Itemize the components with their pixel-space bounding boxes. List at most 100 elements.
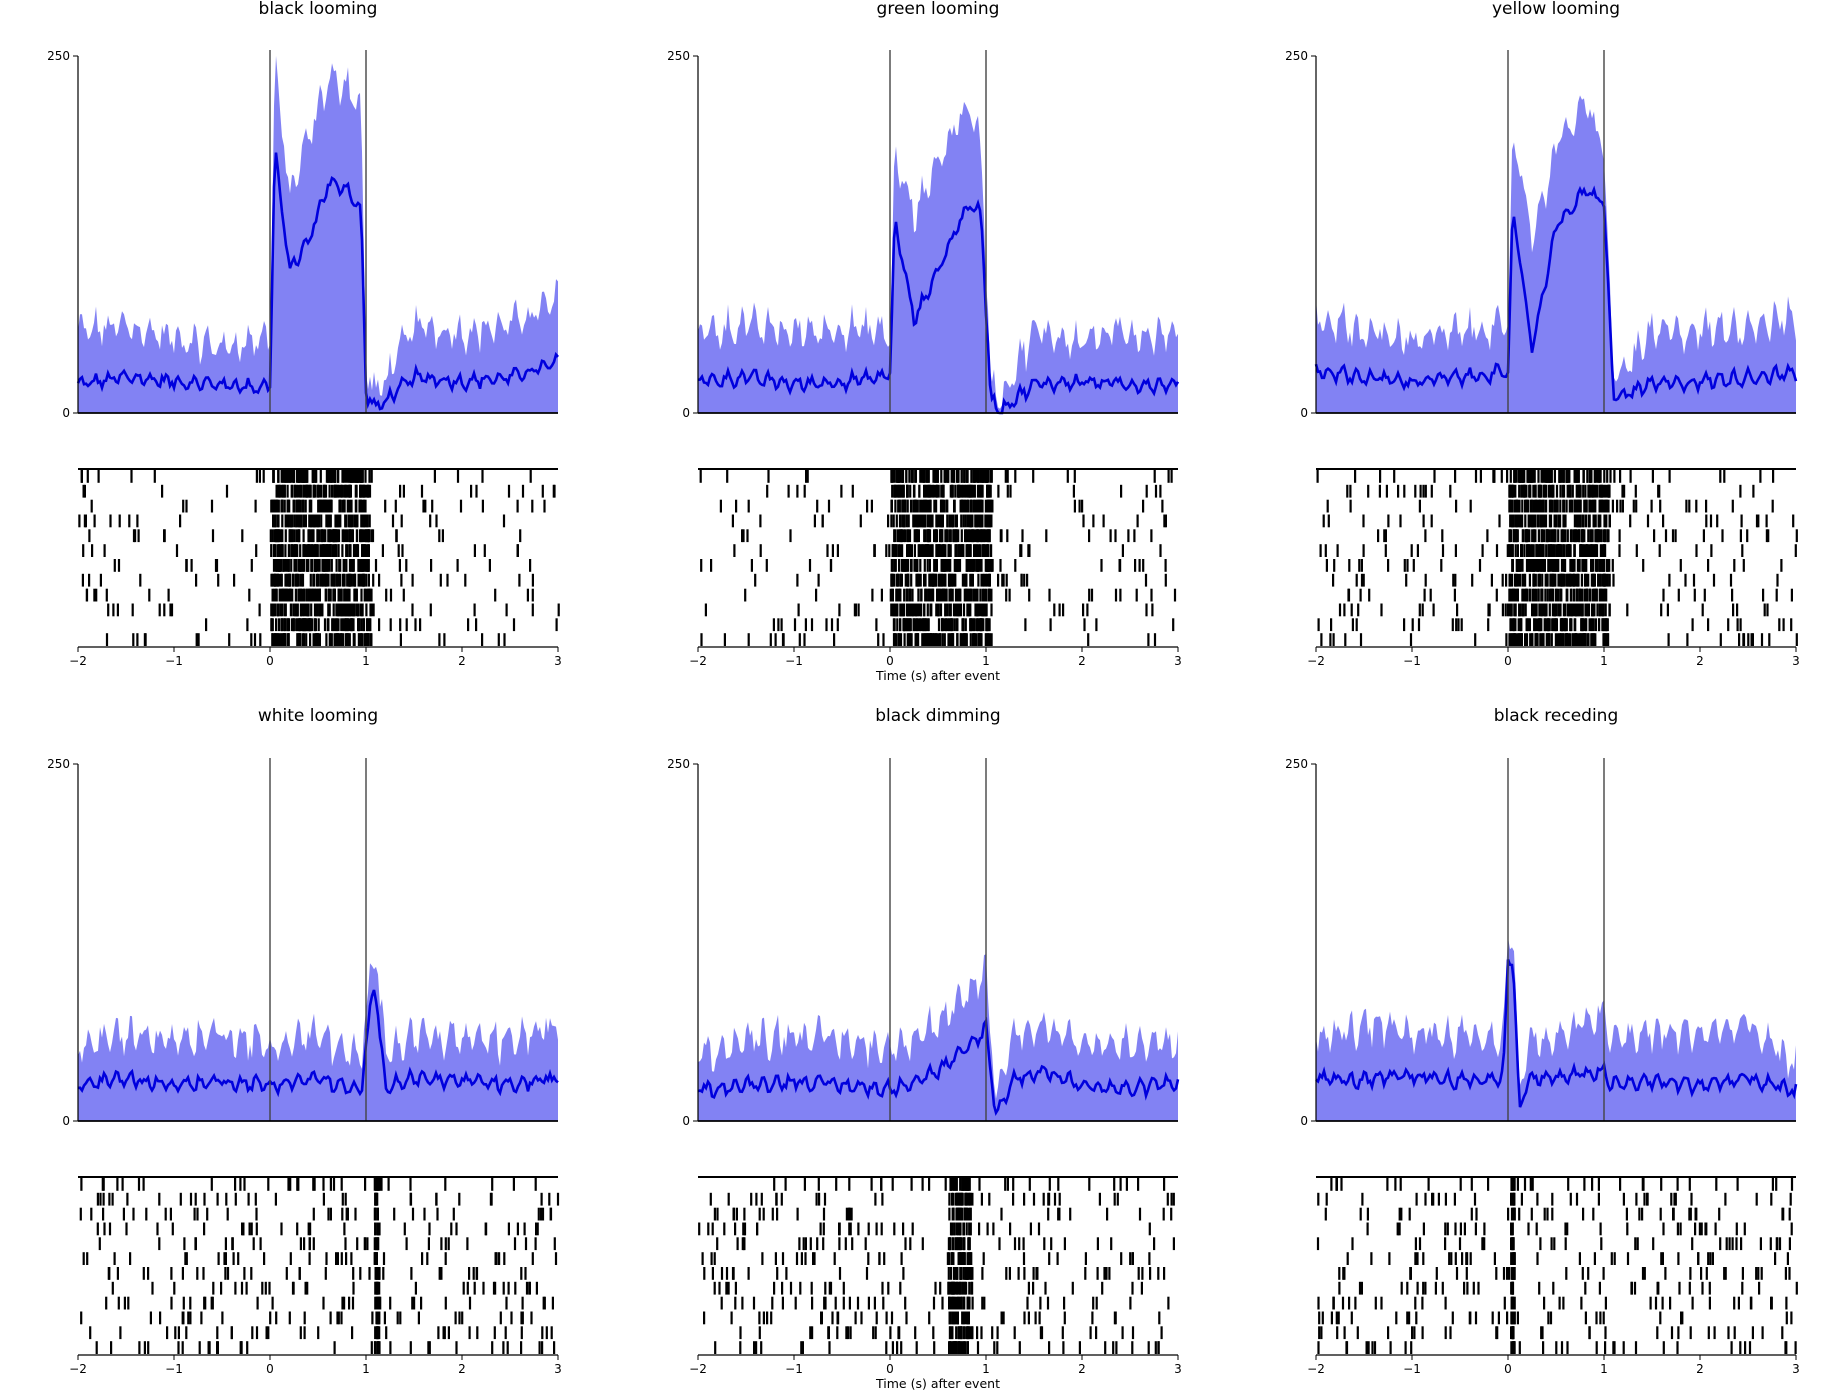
raster-spike — [1095, 618, 1098, 632]
raster-spike — [1718, 1207, 1721, 1221]
raster-spike — [1524, 529, 1527, 543]
raster-spike — [1333, 559, 1336, 572]
raster-spike — [898, 514, 902, 528]
raster-spike — [973, 470, 976, 483]
raster-spike — [1511, 1222, 1514, 1236]
raster-spike — [821, 514, 824, 528]
raster-spike — [1541, 499, 1544, 513]
raster-spike — [361, 544, 364, 557]
raster-spike — [1172, 1237, 1175, 1251]
raster-spike — [976, 1341, 980, 1354]
raster-spike — [780, 618, 783, 632]
raster-spike — [357, 603, 360, 617]
raster-spike — [1539, 603, 1542, 617]
raster-spike — [921, 633, 924, 646]
raster-spike — [1057, 1178, 1060, 1191]
raster-spike — [829, 1281, 833, 1295]
raster-spike — [1511, 1237, 1514, 1251]
raster-spike — [1114, 529, 1117, 543]
raster-spike — [1555, 544, 1558, 557]
raster-spike — [1014, 559, 1017, 572]
raster-spike — [305, 618, 308, 632]
raster-spike — [1662, 588, 1665, 602]
raster-spike — [902, 603, 905, 617]
raster-spike — [774, 1252, 777, 1265]
raster-spike — [1581, 588, 1584, 602]
raster-spike — [373, 1178, 376, 1191]
raster-spike — [329, 544, 332, 557]
raster-spike — [1771, 499, 1774, 513]
raster-spike — [1677, 588, 1680, 602]
raster-spike — [1757, 1267, 1760, 1280]
raster-spike — [1090, 588, 1094, 602]
raster-spike — [934, 529, 937, 543]
raster-spike — [1693, 588, 1696, 602]
raster-spike — [1418, 603, 1421, 617]
raster-spike — [1095, 1296, 1098, 1310]
raster-spike — [195, 573, 198, 587]
raster-spike — [885, 544, 888, 557]
raster-spike — [766, 484, 769, 498]
x-tick-label: 1 — [982, 1362, 990, 1376]
raster-spike — [1701, 603, 1704, 617]
raster-spike — [324, 544, 328, 557]
raster-spike — [1565, 544, 1568, 557]
raster-spike — [316, 529, 319, 543]
raster-spike — [1514, 603, 1517, 617]
raster-spike — [720, 1296, 723, 1310]
raster-spike — [857, 603, 860, 617]
raster-spike — [348, 618, 351, 632]
raster-spike — [272, 470, 275, 483]
raster-spike — [928, 559, 931, 572]
raster-spike — [1594, 529, 1598, 543]
raster-spike — [941, 618, 944, 632]
raster-spike — [971, 484, 974, 498]
raster-spike — [378, 1326, 381, 1340]
raster-spike — [1448, 1252, 1451, 1265]
raster-spike — [456, 470, 460, 483]
raster-spike — [890, 470, 893, 483]
raster-spike — [370, 470, 373, 483]
y-tick-label: 250 — [1285, 757, 1308, 771]
raster-spike — [360, 514, 363, 528]
raster-spike — [948, 1281, 951, 1295]
raster-spike — [1578, 603, 1581, 617]
raster-spike — [867, 1222, 870, 1236]
raster-spike — [1588, 514, 1591, 528]
raster-spike — [1105, 1267, 1108, 1280]
raster-spike — [247, 1192, 250, 1206]
raster-spike — [316, 559, 319, 572]
raster-spike — [303, 633, 306, 646]
raster-spike — [1012, 1192, 1015, 1206]
raster-spike — [955, 544, 958, 557]
raster-spike — [248, 588, 251, 602]
raster-spike — [971, 1326, 974, 1340]
raster-spike — [920, 470, 923, 483]
raster-spike — [953, 1267, 956, 1280]
raster-spike — [944, 529, 947, 543]
raster-spike — [1789, 1192, 1792, 1206]
raster-spike — [313, 1178, 316, 1191]
raster-spike — [1505, 633, 1508, 646]
raster-spike — [291, 1281, 295, 1295]
raster-spike — [314, 559, 317, 572]
raster-spike — [908, 633, 911, 646]
raster-spike — [297, 1178, 300, 1191]
raster-spike — [964, 484, 967, 498]
raster-spike — [730, 1311, 733, 1325]
raster-spike — [1513, 470, 1516, 483]
raster-spike — [975, 470, 978, 483]
raster-spike — [960, 470, 963, 483]
raster-spike — [1566, 529, 1569, 543]
raster-spike — [1565, 588, 1568, 602]
raster-spike — [978, 514, 981, 528]
raster-spike — [1357, 603, 1360, 617]
raster-spike — [743, 1222, 747, 1236]
raster-spike — [1553, 559, 1556, 572]
raster-spike — [944, 618, 948, 632]
raster-spike — [367, 573, 370, 587]
raster-spike — [1569, 618, 1572, 632]
raster-spike — [1423, 588, 1426, 602]
raster-spike — [758, 1207, 761, 1221]
raster-spike — [1387, 514, 1390, 528]
